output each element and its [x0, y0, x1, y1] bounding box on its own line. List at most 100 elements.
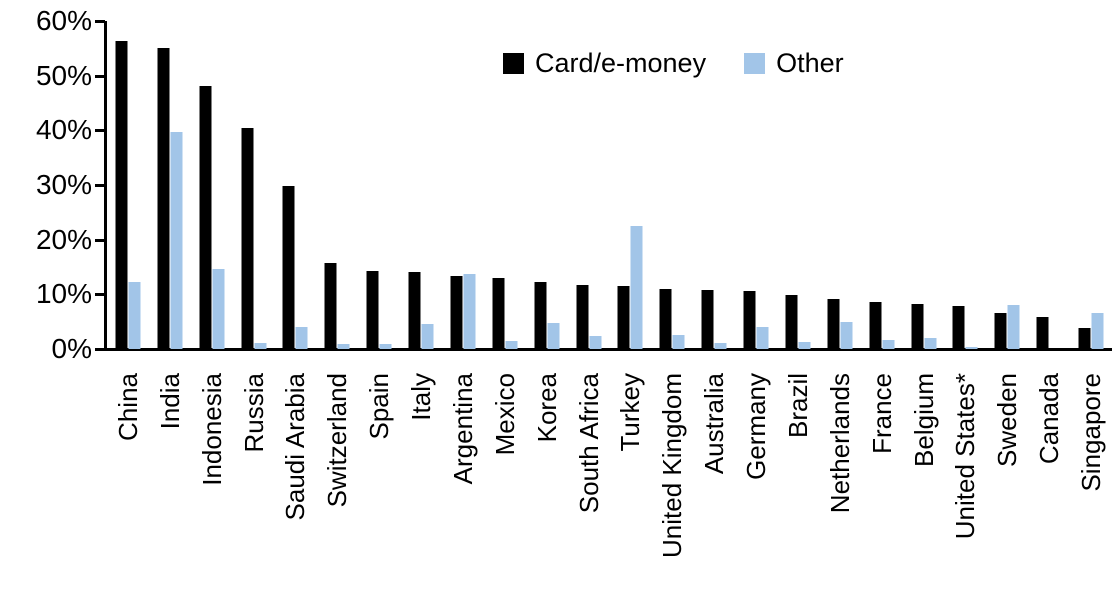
- x-axis-label: Switzerland: [322, 373, 353, 508]
- x-axis-label: Singapore: [1076, 373, 1107, 492]
- bar-card-e-money: [1036, 316, 1049, 349]
- bar-other: [672, 335, 685, 349]
- bar-card-e-money: [115, 41, 128, 349]
- bar-card-e-money: [282, 185, 295, 349]
- bar-card-e-money: [492, 278, 505, 349]
- bar-pair: [785, 21, 811, 349]
- bar-other: [1007, 304, 1020, 349]
- bar-card-e-money: [576, 284, 589, 349]
- y-tick-mark: [95, 129, 105, 133]
- x-axis-label: Russia: [238, 373, 269, 453]
- bar-card-e-money: [785, 294, 798, 349]
- bar-card-e-money: [617, 285, 630, 349]
- bar-card-e-money: [701, 289, 714, 349]
- bar-pair: [450, 21, 476, 349]
- bar-other: [379, 343, 392, 349]
- x-axis-label: Indonesia: [196, 373, 227, 486]
- x-axis-label: India: [154, 373, 185, 430]
- bar-card-e-money: [911, 304, 924, 349]
- y-tick-mark: [95, 348, 105, 351]
- y-tick-label: 0%: [51, 333, 92, 364]
- bar-pair: [911, 21, 937, 349]
- bar-other: [714, 343, 727, 349]
- plot-area: [107, 21, 1112, 349]
- x-axis-label: China: [112, 373, 143, 441]
- legend-label-card-e-money: Card/e-money: [535, 48, 707, 78]
- bar-pair: [952, 21, 978, 349]
- bar-pair: [157, 21, 183, 349]
- bar-other: [170, 131, 183, 349]
- bar-group: [1070, 21, 1112, 349]
- bar-pair: [1036, 21, 1062, 349]
- x-axis-label: Netherlands: [824, 373, 855, 514]
- bar-group: [693, 21, 735, 349]
- x-axis-label: Canada: [1034, 373, 1065, 465]
- legend-swatch-card-e-money: [503, 53, 524, 74]
- x-axis-label: France: [866, 373, 897, 454]
- y-tick-mark: [95, 293, 105, 297]
- bar-group: [777, 21, 819, 349]
- bar-pair: [659, 21, 685, 349]
- bar-other: [337, 344, 350, 349]
- bar-group: [400, 21, 442, 349]
- bar-card-e-money: [952, 305, 965, 349]
- bar-pair: [617, 21, 643, 349]
- bar-card-e-money: [1078, 328, 1091, 349]
- bar-card-e-money: [408, 272, 421, 349]
- y-tick-label: 20%: [35, 223, 92, 255]
- bar-group: [149, 21, 191, 349]
- x-axis-label: Australia: [699, 373, 730, 475]
- x-axis-label: Germany: [741, 373, 772, 480]
- x-axis-label: Korea: [531, 373, 562, 443]
- x-axis-label: United States*: [950, 373, 981, 540]
- bar-group: [986, 21, 1028, 349]
- bar-other: [212, 269, 225, 349]
- bar-card-e-money: [827, 298, 840, 349]
- bar-pair: [115, 21, 141, 349]
- x-axis-label: Belgium: [908, 373, 939, 467]
- x-axis-label: United Kingdom: [657, 373, 688, 558]
- bar-other: [756, 327, 769, 349]
- bar-other: [924, 337, 937, 349]
- bar-group: [610, 21, 652, 349]
- bar-other: [295, 327, 308, 349]
- bar-pair: [869, 21, 895, 349]
- bar-other: [505, 341, 518, 349]
- x-axis-line: [104, 348, 1112, 351]
- bar-other: [1091, 312, 1104, 349]
- y-tick-mark: [95, 20, 105, 23]
- bar-pair: [492, 21, 518, 349]
- bar-other: [128, 281, 141, 349]
- bar-pair: [241, 21, 267, 349]
- y-tick-label: 10%: [35, 278, 92, 310]
- bar-pair: [366, 21, 392, 349]
- y-tick-label: 60%: [35, 5, 92, 36]
- bar-group: [358, 21, 400, 349]
- x-axis-label: Argentina: [447, 373, 478, 485]
- bar-card-e-money: [199, 85, 212, 349]
- bar-group: [819, 21, 861, 349]
- bar-other: [421, 323, 434, 349]
- bar-other: [589, 335, 602, 349]
- bar-pair: [701, 21, 727, 349]
- bar-group: [233, 21, 275, 349]
- x-axis-label: South Africa: [573, 373, 604, 514]
- bar-other: [840, 322, 853, 349]
- bar-card-e-money: [241, 127, 254, 349]
- bar-group: [442, 21, 484, 349]
- bar-other: [547, 323, 560, 349]
- y-tick-label: 50%: [35, 59, 92, 91]
- bar-group: [651, 21, 693, 349]
- bar-card-e-money: [324, 263, 337, 349]
- y-tick-mark: [95, 184, 105, 187]
- chart-legend: Card/e-money Other: [503, 48, 844, 79]
- bar-group: [484, 21, 526, 349]
- bar-pair: [994, 21, 1020, 349]
- x-axis-label: Sweden: [992, 373, 1023, 467]
- bar-card-e-money: [869, 302, 882, 349]
- bar-card-e-money: [534, 282, 547, 349]
- bar-pair: [743, 21, 769, 349]
- bar-pair: [324, 21, 350, 349]
- bar-pair: [199, 21, 225, 349]
